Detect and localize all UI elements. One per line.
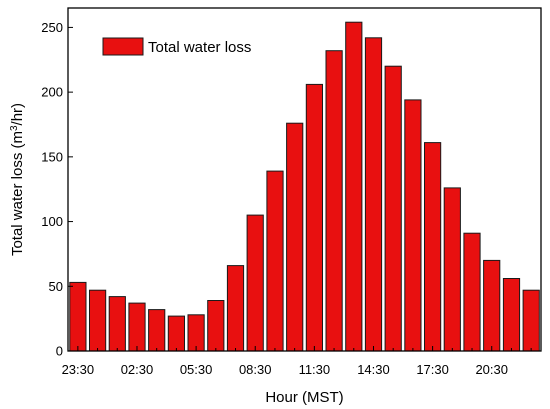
y-tick-label: 200	[41, 85, 63, 100]
bar-20	[463, 232, 481, 352]
x-tick-label: 17:30	[416, 362, 449, 377]
bar-17	[404, 99, 422, 352]
bar-14	[345, 21, 363, 352]
bar-3	[128, 302, 146, 352]
x-tick-label: 08:30	[239, 362, 272, 377]
bar-21	[483, 259, 501, 352]
bar-0	[69, 281, 87, 352]
y-tick-label: 250	[41, 20, 63, 35]
legend-swatch	[102, 37, 144, 56]
y-tick-label: 150	[41, 149, 63, 164]
bar-19	[443, 187, 461, 352]
bar-12	[305, 83, 323, 352]
bar-10	[266, 170, 284, 352]
bar-9	[246, 214, 264, 352]
bars-group	[69, 21, 540, 352]
bar-16	[384, 65, 402, 352]
x-axis-title: Hour (MST)	[265, 389, 343, 406]
x-axis: 23:30 02:30 05:30 08:30 11:30 14:30 17:30 20:30	[62, 346, 532, 377]
bar-5	[167, 315, 186, 352]
y-axis-title-superscript: 3	[9, 125, 20, 131]
x-tick-label: 23:30	[62, 362, 95, 377]
bar-13	[325, 50, 343, 352]
y-axis-title: Total water loss (m3/hr)	[9, 103, 27, 256]
y-tick-label: 100	[41, 214, 63, 229]
legend: Total water loss	[102, 37, 251, 56]
bar-15	[364, 37, 383, 352]
y-axis: 0 50 100 150 200 250	[41, 20, 73, 359]
bar-4	[148, 309, 166, 352]
bar-23	[522, 289, 540, 352]
bar-22	[502, 278, 521, 352]
legend-label: Total water loss	[148, 39, 251, 56]
bar-11	[286, 122, 304, 352]
bar-7	[207, 300, 225, 352]
bar-2	[108, 296, 126, 352]
x-tick-label: 14:30	[357, 362, 390, 377]
y-axis-title-end: /hr)	[9, 103, 26, 126]
bar-18	[424, 142, 442, 352]
y-axis-title-main: Total water loss (m	[9, 131, 26, 256]
bar-8	[226, 265, 245, 352]
x-tick-label: 20:30	[475, 362, 508, 377]
x-tick-label: 02:30	[121, 362, 154, 377]
plot-frame	[67, 7, 542, 352]
y-tick-label: 50	[49, 279, 63, 294]
bar-1	[89, 289, 107, 352]
x-tick-label: 05:30	[180, 362, 213, 377]
x-tick-label: 11:30	[299, 362, 331, 377]
y-tick-label: 0	[56, 344, 63, 359]
bar-6	[187, 314, 205, 352]
